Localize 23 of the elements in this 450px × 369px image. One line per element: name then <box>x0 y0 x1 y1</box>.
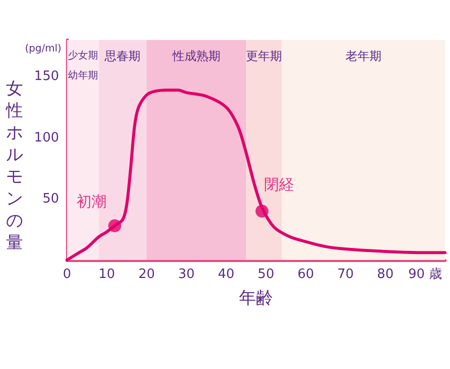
text: (pg/ml) <box>25 44 62 54</box>
x-tick-label: 60 <box>297 267 314 282</box>
band-label: 性成熟期 <box>171 49 220 63</box>
band-label: 少女期幼年期 <box>68 50 98 82</box>
x-tick-label: 30 <box>178 267 195 282</box>
y-tick-label: 100 <box>34 130 59 146</box>
y-axis-title: 女性ホルモンの量 <box>5 79 23 253</box>
annotation: 閉経 <box>264 176 294 194</box>
y-tick-label: 50 <box>42 191 59 206</box>
band-label: 更年期 <box>246 49 282 63</box>
x-tick-label: 80 <box>377 267 394 282</box>
x-tick-label: 50 <box>258 267 274 282</box>
x-axis-title: 年齢 <box>239 288 273 308</box>
x-tick-label: 10 <box>98 267 116 282</box>
annotation: 初潮 <box>76 192 107 210</box>
band-label: 老年期 <box>345 49 382 63</box>
x-tick-label: 20 <box>138 267 155 282</box>
x-tick-label: 0 <box>62 267 72 282</box>
x-tick-label: 70 <box>337 267 354 282</box>
band-label: 思春期 <box>104 49 141 63</box>
y-tick-label: 150 <box>34 69 59 84</box>
x-tick-label: 90 歳 <box>408 267 442 282</box>
x-tick-label: 40 <box>218 267 234 282</box>
